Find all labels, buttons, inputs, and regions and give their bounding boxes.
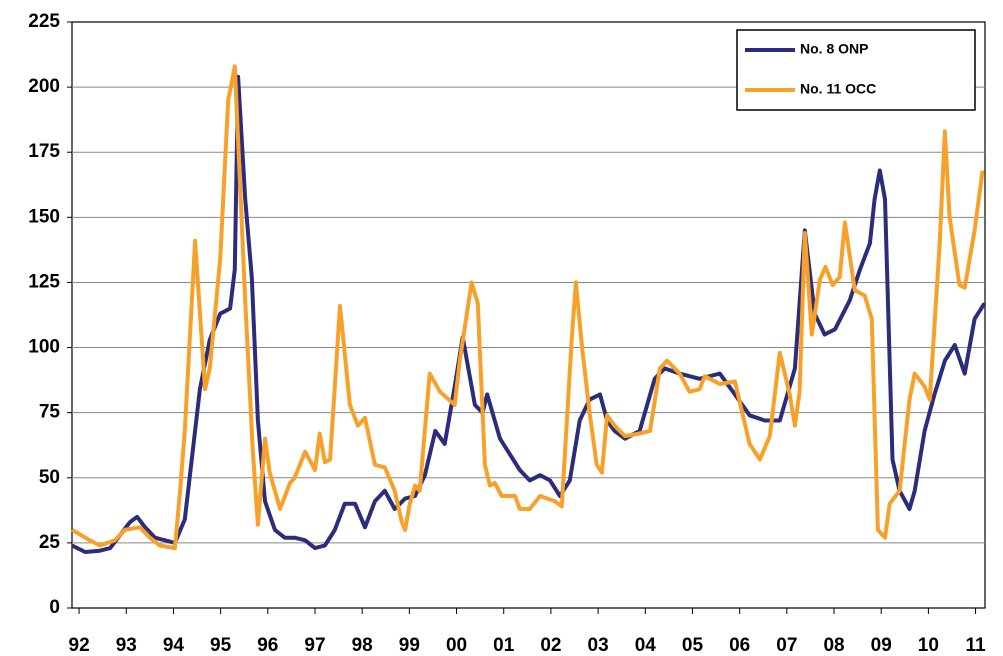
y-tick-label: 200 (28, 76, 60, 97)
x-tick-label: 06 (729, 635, 750, 656)
x-tick-label: 98 (352, 635, 373, 656)
series-line (70, 64, 985, 551)
y-tick-label: 125 (28, 271, 60, 292)
y-tick-label: 100 (28, 337, 60, 358)
x-tick-label: 93 (116, 635, 137, 656)
x-tick-label: 03 (588, 635, 609, 656)
x-tick-label: 04 (635, 635, 657, 656)
x-tick-label: 07 (776, 635, 797, 656)
x-tick-label: 09 (871, 635, 892, 656)
x-tick-label: 11 (966, 635, 987, 656)
y-tick-label: 225 (28, 11, 60, 32)
y-tick-label: 25 (39, 532, 61, 553)
x-tick-label: 08 (823, 635, 844, 656)
x-tick-label: 00 (446, 635, 467, 656)
plot-border (71, 21, 986, 609)
x-tick-label: 05 (682, 635, 704, 656)
x-tick-label: 10 (918, 635, 939, 656)
y-tick-label: 150 (28, 206, 60, 227)
legend-label: No. 11 OCC (800, 81, 876, 97)
x-tick-label: 99 (399, 635, 420, 656)
series-line (71, 74, 987, 554)
x-tick-label: 01 (493, 635, 515, 656)
x-tick-label: 92 (69, 635, 90, 656)
y-tick-label: 50 (39, 467, 60, 488)
y-tick-label: 0 (49, 597, 60, 618)
legend-box (736, 29, 976, 111)
legend-label: No. 8 ONP (800, 41, 868, 57)
y-tick-label: 175 (28, 141, 60, 162)
x-tick-label: 97 (304, 635, 325, 656)
x-tick-label: 96 (257, 635, 278, 656)
legend: No. 8 ONP No. 11 OCC (736, 29, 976, 111)
x-tick-label: 94 (163, 635, 185, 656)
y-tick-label: 75 (39, 402, 61, 423)
x-tick-label: 02 (540, 635, 561, 656)
x-tick-label: 95 (210, 635, 232, 656)
